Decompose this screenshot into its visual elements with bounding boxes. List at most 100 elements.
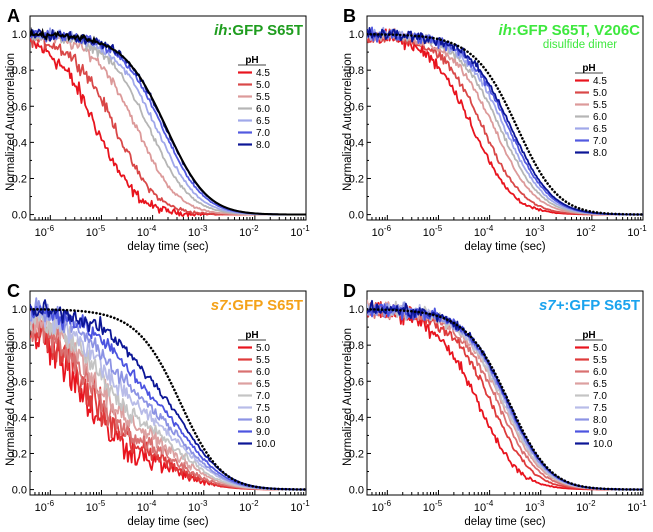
x-tick-label: 10-4 (137, 224, 157, 239)
legend-title: pH (245, 55, 258, 66)
y-tick-label: 1.0 (12, 304, 27, 316)
legend-label-ph-8.0: 8.0 (593, 148, 607, 159)
panel-title: ih:GFP S65T, V206C (499, 22, 641, 39)
x-tick-label: 10-2 (576, 224, 596, 239)
x-tick-label: 10-5 (86, 499, 106, 514)
x-tick-label: 10-3 (525, 499, 545, 514)
x-tick-label: 10-3 (525, 224, 545, 239)
x-axis-label: delay time (sec) (127, 516, 208, 528)
y-tick-label: 0.6 (349, 101, 364, 113)
legend: pH 5.05.56.06.57.07.58.09.010.0 (238, 330, 276, 450)
legend-label-ph-7.5: 7.5 (593, 403, 607, 414)
legend-label-ph-7.0: 7.0 (256, 391, 270, 402)
legend-label-ph-7.0: 7.0 (593, 136, 607, 147)
y-axis-label: Normalized Autocorrelation (342, 328, 354, 466)
y-tick-label: 0.0 (349, 210, 364, 222)
legend-label-ph-6.0: 6.0 (593, 367, 607, 378)
y-tick-label: 0.8 (349, 65, 364, 77)
reference-curve (367, 308, 643, 491)
legend-label-ph-5.5: 5.5 (256, 355, 270, 366)
y-axis-label: Normalized Autocorrelation (5, 53, 17, 191)
legend-label-ph-10.0: 10.0 (593, 439, 613, 450)
x-axis-label: delay time (sec) (127, 241, 208, 253)
legend-label-ph-6.5: 6.5 (256, 379, 270, 390)
panel-label: D (343, 281, 356, 301)
panel-label: C (7, 281, 20, 301)
panel-A: 0.0 0.2 0.4 0.6 0.8 1.0 10-6 10-5 10-4 10-3 10-2 10… (5, 6, 310, 253)
y-tick-label: 1.0 (349, 29, 364, 41)
y-tick-label: 0.8 (12, 65, 27, 77)
x-tick-label: 10-2 (239, 224, 259, 239)
y-tick-label: 0.8 (12, 340, 27, 352)
y-tick-label: 0.0 (12, 210, 27, 222)
reference-curve (367, 32, 643, 216)
y-tick-label: 0.4 (12, 137, 27, 149)
plot-area (30, 26, 306, 218)
panel-C: 0.0 0.2 0.4 0.6 0.8 1.0 10-6 10-5 10-4 10-3 10-2 10… (5, 281, 310, 528)
x-tick-label: 10-1 (627, 224, 647, 239)
x-tick-label: 10-1 (627, 499, 647, 514)
plot-area (367, 26, 643, 216)
x-tick-label: 10-4 (474, 499, 494, 514)
panel-label: A (7, 6, 20, 26)
panel-label: B (343, 6, 356, 26)
x-tick-label: 10-4 (474, 224, 494, 239)
y-tick-label: 0.6 (12, 376, 27, 388)
legend-label-ph-9.0: 9.0 (256, 427, 270, 438)
y-tick-label: 0.4 (349, 412, 364, 424)
legend-label-ph-6.5: 6.5 (593, 124, 607, 135)
legend-label-ph-5.0: 5.0 (256, 80, 270, 91)
y-tick-label: 1.0 (349, 304, 364, 316)
x-tick-label: 10-3 (188, 224, 208, 239)
x-tick-label: 10-5 (423, 224, 443, 239)
y-tick-label: 0.4 (12, 412, 27, 424)
x-tick-label: 10-6 (35, 499, 55, 514)
legend: pH 4.55.05.56.06.57.08.0 (238, 55, 270, 151)
y-tick-label: 0.0 (12, 485, 27, 497)
y-tick-label: 1.0 (12, 29, 27, 41)
legend-label-ph-6.5: 6.5 (593, 379, 607, 390)
legend-label-ph-5.5: 5.5 (256, 92, 270, 103)
x-tick-label: 10-2 (576, 499, 596, 514)
panel-title: s7:GFP S65T (211, 297, 303, 314)
legend: pH 5.05.56.06.57.07.58.09.010.0 (575, 330, 613, 450)
legend-title: pH (582, 330, 595, 341)
legend-label-ph-7.5: 7.5 (256, 403, 270, 414)
x-tick-label: 10-1 (290, 224, 310, 239)
panel-title: s7+:GFP S65T (539, 297, 640, 314)
legend-label-ph-6.0: 6.0 (593, 112, 607, 123)
x-tick-label: 10-1 (290, 499, 310, 514)
x-tick-label: 10-6 (35, 224, 55, 239)
reference-curve (30, 26, 306, 216)
y-tick-label: 0.6 (12, 101, 27, 113)
legend-label-ph-5.0: 5.0 (593, 88, 607, 99)
legend-label-ph-6.0: 6.0 (256, 367, 270, 378)
legend-label-ph-6.5: 6.5 (256, 116, 270, 127)
legend-label-ph-5.0: 5.0 (256, 343, 270, 354)
panel-B: 0.0 0.2 0.4 0.6 0.8 1.0 10-6 10-5 10-4 10-3 10-2 10… (342, 6, 647, 253)
panel-subtitle: disulfide dimer (543, 39, 617, 51)
y-tick-label: 0.2 (349, 448, 364, 460)
legend-label-ph-8.0: 8.0 (256, 415, 270, 426)
legend-label-ph-8.0: 8.0 (593, 415, 607, 426)
legend-label-ph-7.0: 7.0 (256, 128, 270, 139)
panel-title: ih:GFP S65T (214, 22, 303, 39)
legend-label-ph-8.0: 8.0 (256, 140, 270, 151)
legend-label-ph-5.0: 5.0 (593, 343, 607, 354)
panel-D: 0.0 0.2 0.4 0.6 0.8 1.0 10-6 10-5 10-4 10-3 10-2 10… (342, 281, 647, 528)
y-tick-label: 0.2 (349, 173, 364, 185)
x-axis-label: delay time (sec) (464, 516, 545, 528)
legend-label-ph-4.5: 4.5 (256, 68, 270, 79)
y-tick-label: 0.2 (12, 448, 27, 460)
x-tick-label: 10-5 (86, 224, 106, 239)
y-tick-label: 0.6 (349, 376, 364, 388)
legend-title: pH (582, 63, 595, 74)
legend-label-ph-10.0: 10.0 (256, 439, 276, 450)
legend-label-ph-6.0: 6.0 (256, 104, 270, 115)
legend-label-ph-5.5: 5.5 (593, 355, 607, 366)
legend-title: pH (245, 330, 258, 341)
y-tick-label: 0.2 (12, 173, 27, 185)
x-tick-label: 10-6 (372, 499, 392, 514)
legend-label-ph-4.5: 4.5 (593, 76, 607, 87)
legend-label-ph-9.0: 9.0 (593, 427, 607, 438)
